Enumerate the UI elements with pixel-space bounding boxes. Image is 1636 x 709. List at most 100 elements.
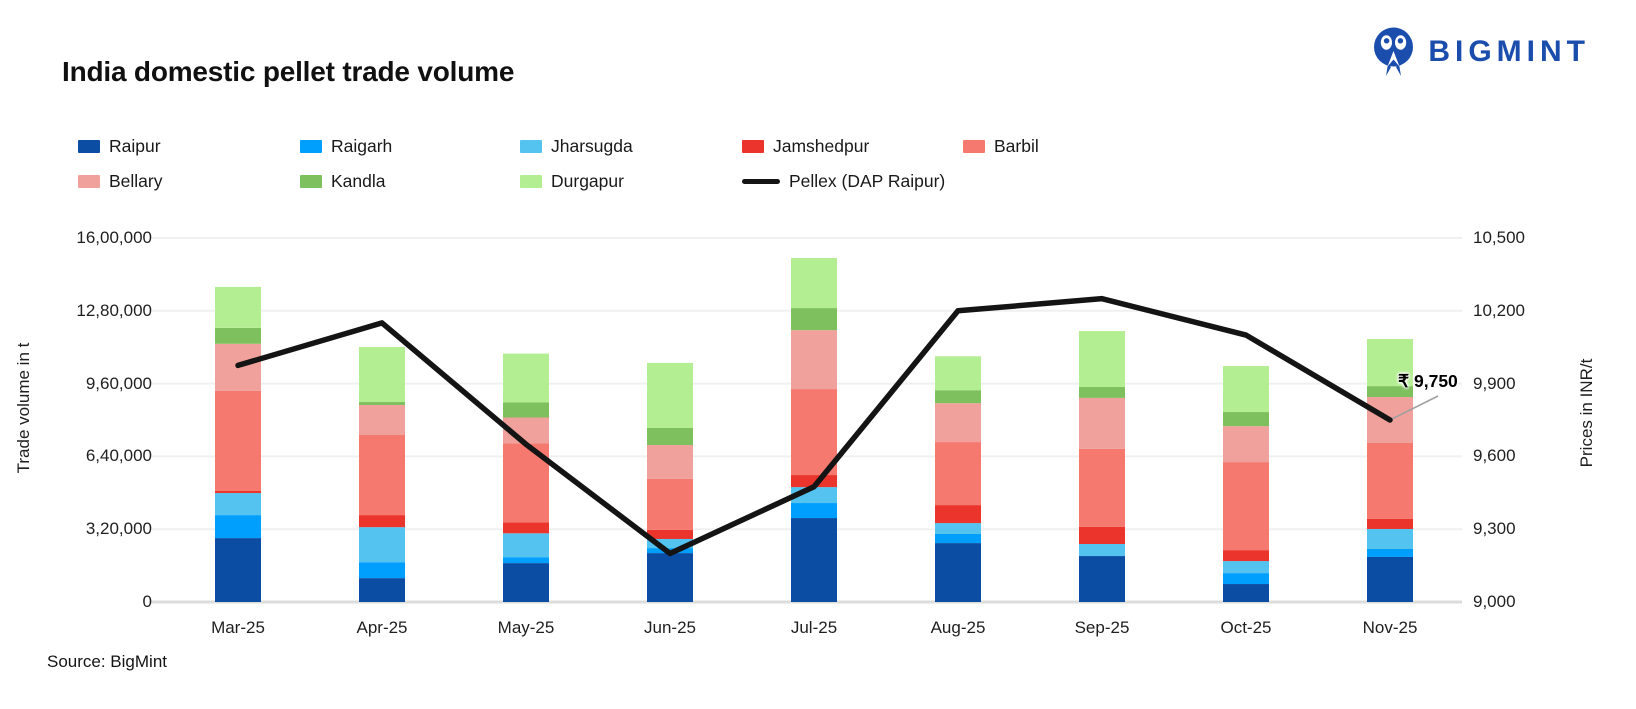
bar-segment-durgapur-jun-25: [647, 362, 693, 428]
legend-label-bellary: Bellary: [109, 171, 163, 191]
bar-segment-jharsugda-mar-25: [215, 493, 261, 516]
y-axis-tick-right: 9,300: [1473, 519, 1516, 539]
y-axis-title-left: Trade volume in t: [14, 342, 33, 474]
legend-swatch-jharsugda: [520, 140, 542, 153]
y-axis-tick-left: 6,40,000: [85, 446, 152, 466]
legend-item-durgapur: Durgapur: [520, 171, 624, 192]
x-axis-label-sep-25: Sep-25: [1074, 618, 1130, 637]
legend-item-barbil: Barbil: [963, 136, 1039, 157]
bar-segment-bellary-jun-25: [647, 445, 693, 479]
y-axis-tick-right: 10,200: [1473, 300, 1525, 320]
bar-segment-jharsugda-jun-25: [647, 538, 693, 549]
legend-item-raipur: Raipur: [78, 136, 161, 157]
x-axis-label-jun-25: Jun-25: [644, 618, 696, 637]
legend-label-jamshedpur: Jamshedpur: [773, 136, 870, 156]
pellex-price-line: [235, 295, 1393, 557]
bar-segment-barbil-sep-25: [1079, 448, 1125, 527]
x-axis-label-oct-25: Oct-25: [1220, 618, 1272, 637]
bar-segment-barbil-mar-25: [215, 390, 261, 491]
legend-item-bellary: Bellary: [78, 171, 163, 192]
annotation-callout-line: [1389, 395, 1439, 421]
x-axis-label-mar-25: Mar-25: [211, 618, 265, 637]
bar-segment-durgapur-mar-25: [215, 286, 261, 328]
legend-item-jharsugda: Jharsugda: [520, 136, 633, 157]
bar-segment-raigarh-apr-25: [359, 562, 405, 579]
legend-item-pellex-dap-raipur: Pellex (DAP Raipur): [742, 171, 945, 192]
x-axis-label-jul-25: Jul-25: [790, 618, 838, 637]
bar-segment-kandla-nov-25: [1367, 386, 1413, 398]
bar-segment-durgapur-may-25: [503, 353, 549, 403]
bigmint-logo-text: BIGMINT: [1428, 35, 1590, 68]
legend-swatch-kandla: [300, 175, 322, 188]
y-axis-tick-left: 16,00,000: [76, 228, 152, 247]
bar-segment-durgapur-apr-25: [359, 346, 405, 403]
y-axis-tick-left: 0: [142, 592, 152, 611]
bar-segment-jharsugda-may-25: [503, 533, 549, 558]
y-axis-tick-right: 10,500: [1473, 228, 1525, 247]
bar-segment-raipur-nov-25: [1367, 556, 1413, 602]
bar-segment-jharsugda-oct-25: [1223, 561, 1269, 574]
bar-segment-jharsugda-nov-25: [1367, 528, 1413, 549]
bar-segment-durgapur-jul-25: [791, 258, 837, 309]
bar-segment-raipur-jul-25: [791, 518, 837, 602]
y-axis-tick-left: 9,60,000: [85, 373, 152, 393]
bar-segment-bellary-jul-25: [791, 330, 837, 390]
legend-swatch-jamshedpur: [742, 140, 764, 153]
legend-label-jharsugda: Jharsugda: [551, 136, 633, 156]
x-axis-label-nov-25: Nov-25: [1362, 618, 1418, 637]
bar-segment-jamshedpur-aug-25: [935, 505, 981, 524]
bar-segment-bellary-oct-25: [1223, 426, 1269, 463]
bar-segment-bellary-aug-25: [935, 403, 981, 443]
legend-label-durgapur: Durgapur: [551, 171, 624, 191]
bar-segment-raigarh-may-25: [503, 557, 549, 564]
y-axis-tick-left: 12,80,000: [76, 300, 152, 320]
y-axis-tick-right: 9,900: [1473, 373, 1516, 393]
bar-segment-raigarh-oct-25: [1223, 573, 1269, 585]
bar-segment-durgapur-nov-25: [1367, 339, 1413, 387]
legend-swatch-bellary: [78, 175, 100, 188]
bar-segment-raipur-may-25: [503, 563, 549, 602]
bar-segment-jamshedpur-may-25: [503, 522, 549, 534]
bigmint-logo: BIGMINT: [1370, 26, 1590, 78]
y-axis-title-right: Prices in INR/t: [1577, 358, 1596, 468]
legend-line-swatch-pellex-dap-raipur: [742, 179, 780, 184]
legend-swatch-raipur: [78, 140, 100, 153]
bar-segment-barbil-apr-25: [359, 435, 405, 516]
bar-segment-barbil-jun-25: [647, 478, 693, 530]
bar-segment-raipur-aug-25: [935, 543, 981, 602]
legend-label-raigarh: Raigarh: [331, 136, 393, 156]
y-axis-tick-right: 9,000: [1473, 592, 1516, 611]
bar-segment-jamshedpur-nov-25: [1367, 518, 1413, 529]
bar-segment-jharsugda-aug-25: [935, 523, 981, 534]
chart-legend: Raipur Raigarh Jharsugda Jamshedpur Barbil Be…: [78, 136, 1278, 208]
bigmint-logo-icon: [1374, 27, 1414, 76]
bar-segment-barbil-nov-25: [1367, 442, 1413, 519]
bar-segment-barbil-jul-25: [791, 389, 837, 476]
legend-label-raipur: Raipur: [109, 136, 161, 156]
x-axis-label-may-25: May-25: [497, 618, 555, 637]
bar-segment-raipur-sep-25: [1079, 556, 1125, 602]
bar-segment-kandla-sep-25: [1079, 387, 1125, 398]
page-title: India domestic pellet trade volume: [62, 56, 515, 87]
x-axis-label-apr-25: Apr-25: [356, 618, 408, 637]
bar-segment-durgapur-aug-25: [935, 356, 981, 391]
bar-segment-jamshedpur-oct-25: [1223, 550, 1269, 562]
bar-segment-kandla-may-25: [503, 402, 549, 418]
bar-segment-raipur-oct-25: [1223, 584, 1269, 602]
y-axis-tick-right: 9,600: [1473, 446, 1516, 466]
bar-segment-jharsugda-sep-25: [1079, 543, 1125, 557]
bar-segment-raigarh-nov-25: [1367, 548, 1413, 557]
legend-item-kandla: Kandla: [300, 171, 386, 192]
legend-swatch-durgapur: [520, 175, 542, 188]
bar-segment-kandla-jul-25: [791, 308, 837, 331]
legend-label-pellex-dap-raipur: Pellex (DAP Raipur): [789, 171, 946, 191]
bar-segment-bellary-sep-25: [1079, 397, 1125, 449]
legend-item-raigarh: Raigarh: [300, 136, 392, 157]
bar-segment-barbil-aug-25: [935, 442, 981, 506]
bar-segment-kandla-mar-25: [215, 327, 261, 344]
bar-segment-durgapur-oct-25: [1223, 366, 1269, 413]
bar-segment-jamshedpur-jul-25: [791, 475, 837, 488]
y-axis-tick-left: 3,20,000: [85, 519, 152, 539]
legend-label-kandla: Kandla: [331, 171, 386, 191]
